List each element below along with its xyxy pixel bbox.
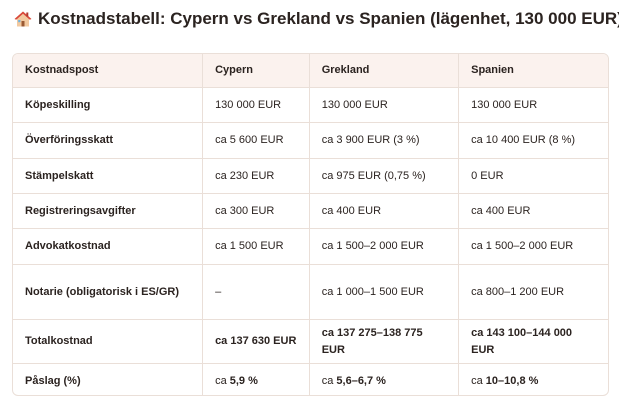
row-label: Köpeskilling [13, 87, 204, 123]
page-title-text: Kostnadstabell: Cypern vs Grekland vs Sp… [38, 9, 619, 28]
cell-cypern: ca 5 600 EUR [202, 122, 310, 159]
cell-cypern: ca 230 EUR [202, 158, 310, 194]
cell-spanien: ca 400 EUR [458, 193, 608, 229]
cell-spanien: 130 000 EUR [458, 87, 608, 123]
cell-grekland: ca 975 EUR (0,75 %) [309, 158, 460, 194]
row-label: Stämpelskatt [13, 158, 204, 194]
cell-grekland: ca 400 EUR [309, 193, 460, 229]
cell-cypern: – [202, 264, 310, 320]
page-title: Kostnadstabell: Cypern vs Grekland vs Sp… [14, 9, 619, 29]
table-row: Advokatkostnad ca 1 500 EUR ca 1 500–2 0… [13, 228, 608, 265]
row-label: Totalkostnad [13, 319, 204, 364]
table-row: Påslag (%) ca 5,9 % ca 5,6–6,7 % ca 10–1… [13, 363, 608, 396]
cell-value: 10–10,8 % [485, 375, 539, 387]
cell-grekland: ca 1 000–1 500 EUR [309, 264, 460, 320]
cost-table-container: Kostnadspost Cypern Grekland Spanien Köp… [12, 53, 609, 396]
cell-prefix: ca [215, 375, 230, 387]
column-header-spanien: Spanien [458, 54, 608, 88]
cell-spanien: 0 EUR [458, 158, 608, 194]
table-row: Notarie (obligatorisk i ES/GR) – ca 1 00… [13, 264, 608, 320]
column-header-grekland: Grekland [309, 54, 460, 88]
cell-grekland: ca 3 900 EUR (3 %) [309, 122, 460, 159]
table-row: Köpeskilling 130 000 EUR 130 000 EUR 130… [13, 87, 608, 123]
house-icon [14, 10, 32, 28]
table-header-row: Kostnadspost Cypern Grekland Spanien [13, 54, 608, 88]
column-header-kostnadspost: Kostnadspost [13, 54, 204, 88]
cell-prefix: ca [471, 375, 486, 387]
cell-grekland: 130 000 EUR [309, 87, 460, 123]
cost-table: Kostnadspost Cypern Grekland Spanien Köp… [13, 54, 608, 396]
column-header-cypern: Cypern [202, 54, 310, 88]
cell-spanien: ca 10–10,8 % [459, 364, 608, 396]
row-label: Notarie (obligatorisk i ES/GR) [13, 264, 204, 320]
cell-value: 5,6–6,7 % [336, 375, 386, 387]
cell-prefix: ca [321, 375, 337, 387]
cell-spanien: ca 800–1 200 EUR [458, 264, 608, 320]
row-label: Advokatkostnad [13, 228, 204, 265]
table-row: Totalkostnad ca 137 630 EUR ca 137 275–1… [13, 319, 608, 364]
table-row: Registreringsavgifter ca 300 EUR ca 400 … [13, 193, 608, 229]
cell-value: 5,9 % [229, 375, 258, 387]
cell-spanien: ca 10 400 EUR (8 %) [458, 122, 608, 159]
row-label: Överföringsskatt [13, 122, 204, 159]
cell-cypern: ca 5,9 % [202, 363, 310, 395]
cell-grekland: ca 5,6–6,7 % [309, 363, 460, 395]
table-row: Stämpelskatt ca 230 EUR ca 975 EUR (0,75… [13, 158, 608, 194]
cell-spanien: ca 1 500–2 000 EUR [458, 228, 608, 265]
row-label: Påslag (%) [13, 363, 204, 395]
cell-grekland: ca 137 275–138 775 EUR [309, 319, 460, 364]
cell-cypern: ca 300 EUR [202, 193, 310, 229]
cell-cypern: 130 000 EUR [202, 87, 310, 123]
table-row: Överföringsskatt ca 5 600 EUR ca 3 900 E… [13, 122, 608, 159]
cell-cypern: ca 137 630 EUR [202, 319, 310, 364]
cell-cypern: ca 1 500 EUR [202, 228, 310, 265]
cell-spanien: ca 143 100–144 000 EUR [458, 319, 608, 364]
cell-grekland: ca 1 500–2 000 EUR [309, 228, 460, 265]
row-label: Registreringsavgifter [13, 193, 204, 229]
